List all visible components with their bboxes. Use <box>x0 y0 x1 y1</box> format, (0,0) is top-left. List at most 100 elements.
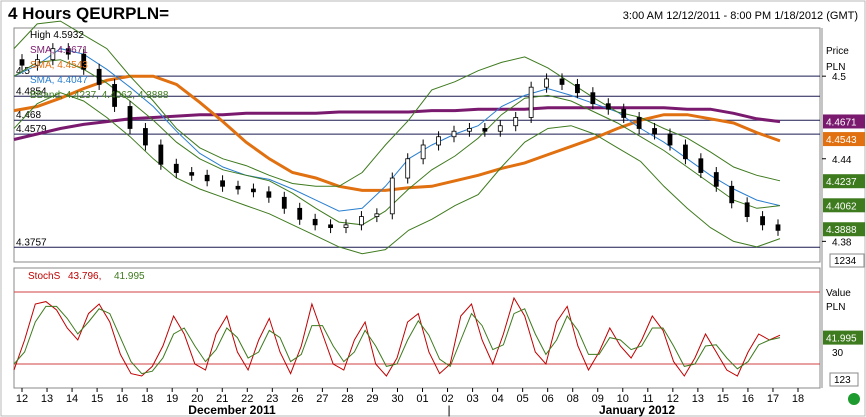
price-tag-label: 4.4237 <box>826 177 857 188</box>
candle-body <box>621 108 627 118</box>
stoch-legend-entry: StochS <box>28 271 61 282</box>
x-axis-tick-label: 26 <box>291 393 303 405</box>
x-axis-tick-label: 03 <box>466 393 478 405</box>
candle-body <box>297 207 303 220</box>
price-tag-label: 4.4543 <box>826 135 857 146</box>
x-axis-tick-label: 11 <box>642 393 653 405</box>
x-axis-tick-label: 13 <box>41 393 53 405</box>
x-axis-tick-label: 22 <box>241 393 253 405</box>
price-tag-label: 4.4062 <box>826 201 857 212</box>
series-line-bband-lower <box>13 92 781 255</box>
legend-entry: SMA, 4.4543 <box>30 60 88 71</box>
candle-body <box>467 128 472 132</box>
candle-body <box>590 92 596 105</box>
candle-body <box>559 78 565 85</box>
candle-body <box>652 128 657 135</box>
stoch-scale-label: 123 <box>834 375 851 386</box>
price-tag <box>823 132 865 147</box>
candle-body <box>173 163 179 173</box>
series-line-sma-4-4671 <box>13 106 781 141</box>
candle-body <box>760 216 765 226</box>
candle-body <box>112 84 117 107</box>
x-axis-tick-label: 15 <box>91 393 103 405</box>
reference-line-label: 4.4854 <box>16 86 47 97</box>
candle-body <box>189 172 195 176</box>
price-tag <box>823 198 865 213</box>
legend-entry: SMA, 4.4671 <box>30 45 88 56</box>
stoch-currency-label: PLN <box>826 302 845 313</box>
candle-body <box>65 48 71 55</box>
candle-body <box>451 130 457 138</box>
candle-body <box>19 59 25 66</box>
connection-status-icon <box>848 393 860 405</box>
price-tag-label: 4.4671 <box>826 117 857 128</box>
x-axis-tick-label: 18 <box>792 393 804 405</box>
candle-body <box>389 177 395 215</box>
candle-body <box>359 216 364 226</box>
price-axis-tick-label: 4.44 <box>832 155 852 166</box>
x-axis-tick-label: 30 <box>391 393 403 405</box>
x-axis-tick-label: 19 <box>166 393 178 405</box>
month-label: January 2012 <box>599 403 675 417</box>
candle-body <box>683 144 688 160</box>
stoch-unit-label: Value <box>826 288 851 299</box>
candle-body <box>729 185 735 204</box>
x-axis-tick-label: 05 <box>517 393 529 405</box>
stoch-scale-box <box>829 372 859 387</box>
stoch-line-stochs-d <box>13 305 781 375</box>
x-axis-tick-label: 15 <box>717 393 729 405</box>
x-axis-tick-label: 17 <box>767 393 779 405</box>
price-tag <box>823 222 865 237</box>
x-axis-tick-label: 13 <box>692 393 704 405</box>
candle-body <box>143 128 148 146</box>
candle-body <box>775 224 781 231</box>
price-axis-tick-label: 4.38 <box>832 237 852 248</box>
price-tag <box>823 114 865 129</box>
x-axis-tick-label: 16 <box>742 393 754 405</box>
candle-body <box>575 84 580 94</box>
x-axis-tick-label: 12 <box>16 393 28 405</box>
x-axis-tick-label: 14 <box>66 393 78 405</box>
chart-header: 4 Hours QEURPLN= 3:00 AM 12/12/2011 - 8:… <box>0 0 866 30</box>
stoch-legend-entry: 41.995 <box>114 271 145 282</box>
candle-body <box>667 133 673 146</box>
x-axis-tick-label: 02 <box>441 393 453 405</box>
series-line-sma-4-4047 <box>13 48 781 212</box>
x-axis-tick-label: 23 <box>266 393 278 405</box>
candle-body <box>744 202 750 217</box>
series-line-bband-middle <box>13 59 781 226</box>
candle-body <box>605 103 611 110</box>
reference-line-label: 4.468 <box>16 110 41 121</box>
stoch-tag <box>823 330 863 345</box>
candle-body <box>158 144 164 165</box>
stoch-line-stochs-k <box>13 296 781 377</box>
price-axis-tick-label: 4.5 <box>832 72 846 83</box>
candle-body <box>328 224 333 228</box>
x-axis-tick-label: 08 <box>567 393 579 405</box>
candle-body <box>374 213 380 217</box>
x-axis-tick-label: 21 <box>216 393 228 405</box>
x-axis-tick-label: 06 <box>542 393 554 405</box>
candle-body <box>528 86 534 118</box>
stoch-panel <box>13 267 821 389</box>
x-axis-tick-label: 09 <box>592 393 604 405</box>
candle-body <box>482 128 488 132</box>
candle-body <box>35 59 40 66</box>
chart-title: 4 Hours QEURPLN= <box>8 4 170 23</box>
date-range: 3:00 AM 12/12/2011 - 8:00 PM 1/18/2012 (… <box>622 10 858 22</box>
series-line-bband-upper <box>13 20 781 187</box>
x-axis-tick-label: 27 <box>316 393 328 405</box>
candle-body <box>96 68 102 85</box>
x-axis-tick-label: 29 <box>366 393 378 405</box>
price-tag-label: 4.3888 <box>826 225 857 236</box>
candle-body <box>544 78 549 88</box>
candle-body <box>50 48 56 61</box>
x-axis-tick-label: 20 <box>191 393 203 405</box>
candle-body <box>405 158 411 179</box>
scale-box <box>829 253 865 268</box>
candle-body <box>497 125 503 132</box>
axis-currency-label: PLN <box>826 62 845 73</box>
month-divider: | <box>447 403 450 417</box>
month-label: December 2011 <box>188 403 276 417</box>
